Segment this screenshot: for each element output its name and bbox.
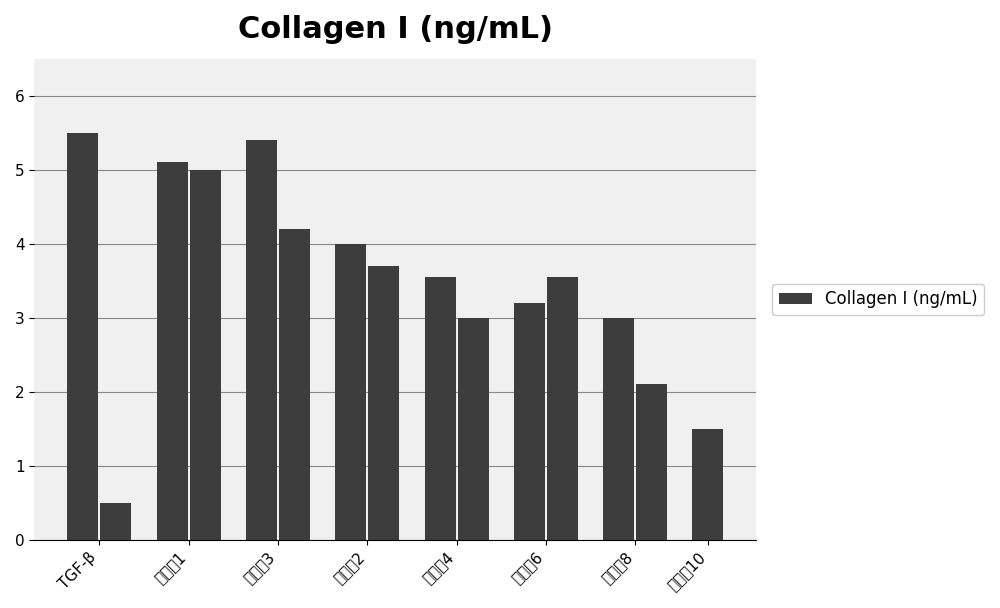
Bar (335, 244, 366, 540)
Title: Collagen Ⅰ (ng/mL): Collagen Ⅰ (ng/mL) (238, 15, 553, 44)
Bar (368, 266, 399, 540)
Bar (636, 384, 667, 540)
Bar (157, 162, 188, 540)
Bar (603, 318, 634, 540)
Bar (100, 503, 131, 540)
Legend: Collagen Ⅰ (ng/mL): Collagen Ⅰ (ng/mL) (772, 283, 984, 315)
Bar (692, 429, 723, 540)
Bar (67, 133, 98, 540)
Bar (246, 140, 277, 540)
Bar (190, 170, 221, 540)
Bar (547, 277, 578, 540)
Bar (279, 229, 310, 540)
Bar (514, 303, 545, 540)
Bar (458, 318, 489, 540)
Bar (425, 277, 456, 540)
